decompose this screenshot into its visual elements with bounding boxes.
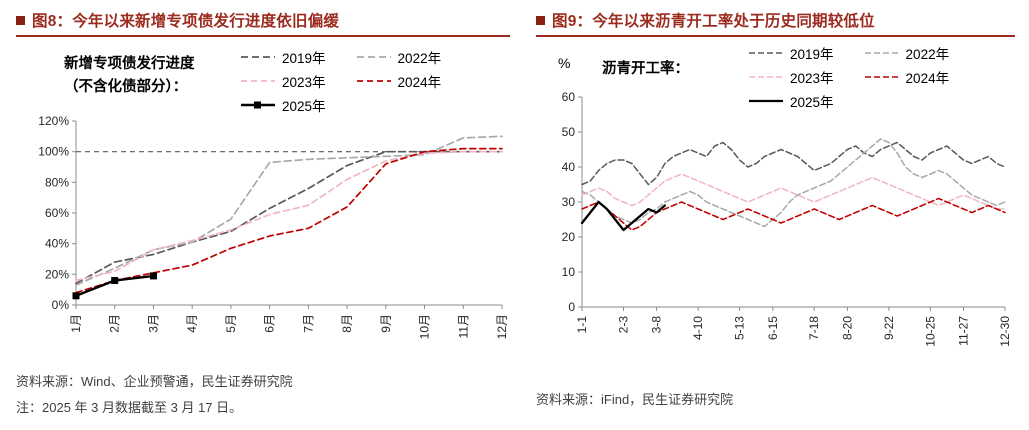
svg-text:9-22: 9-22	[882, 316, 896, 340]
svg-text:20%: 20%	[45, 267, 69, 281]
legend-year-label: 2024年	[397, 75, 442, 90]
svg-text:8月: 8月	[340, 314, 354, 333]
svg-text:6-15: 6-15	[766, 316, 780, 340]
svg-text:10月: 10月	[418, 314, 432, 339]
legend-swatch-icon	[749, 52, 783, 54]
figure8-title: 图8：今年以来新增专项债发行进度依旧偏缓	[32, 13, 340, 30]
legend-year-label: 2019年	[790, 47, 834, 62]
legend-item-2024年: 2024年	[864, 67, 950, 87]
svg-text:7-18: 7-18	[807, 316, 821, 340]
legend-year-label: 2024年	[905, 71, 950, 86]
legend-swatch-icon	[749, 76, 783, 78]
svg-text:8-20: 8-20	[840, 316, 854, 340]
svg-text:12月: 12月	[495, 314, 509, 339]
svg-text:40%: 40%	[45, 237, 69, 251]
figure9-panel: 图9：今年以来沥青开工率处于历史同期较低位 % 沥青开工率： 2019年 2022…	[536, 8, 1015, 416]
svg-text:2-3: 2-3	[617, 316, 631, 334]
svg-text:50: 50	[562, 125, 576, 139]
figure9-source: 资料来源：iFind，民生证券研究院	[536, 392, 734, 407]
figure8-axis-caption: 新增专项债发行进度 （不含化债部分）：	[64, 53, 195, 99]
svg-text:10-25: 10-25	[923, 316, 937, 347]
svg-text:9月: 9月	[379, 314, 393, 333]
svg-text:0%: 0%	[52, 298, 70, 312]
legend-item-2025年: 2025年	[240, 95, 326, 115]
figure8-source: 资料来源：Wind、企业预警通，民生证券研究院	[16, 374, 293, 389]
figure8-title-underline	[16, 35, 510, 37]
figure8-note: 注：2025 年 3 月数据截至 3 月 17 日。	[16, 400, 243, 415]
title-bullet-icon	[536, 15, 545, 25]
svg-text:30: 30	[562, 195, 576, 209]
figure9-title-underline	[536, 35, 1015, 37]
svg-text:3月: 3月	[147, 314, 161, 333]
figure8-plot: 0% 20% 40% 60% 80% 100% 120% 1月 2月 3月 4月 5月 6月 7月 8月 9月…	[38, 114, 509, 339]
legend-swatch-icon	[356, 56, 391, 58]
svg-text:100%: 100%	[38, 145, 69, 159]
title-bullet-icon	[16, 15, 25, 25]
figure9-axis-caption: 沥青开工率：	[602, 61, 689, 77]
svg-text:80%: 80%	[45, 175, 69, 189]
svg-text:4月: 4月	[185, 314, 199, 333]
legend-swatch-icon	[241, 56, 275, 58]
page: 图8：今年以来新增专项债发行进度依旧偏缓 新增专项债发行进度 （不含化债部分）：…	[16, 8, 1015, 416]
svg-text:20: 20	[562, 230, 576, 244]
figure8-chart-area: 新增专项债发行进度 （不含化债部分）： 2019年 2022年 2023年 2024年…	[16, 41, 510, 357]
legend-year-label: 2025年	[790, 95, 834, 110]
svg-text:11月: 11月	[456, 314, 470, 338]
svg-text:12-30: 12-30	[998, 316, 1012, 347]
figure9-title: 图9：今年以来沥青开工率处于历史同期较低位	[552, 13, 875, 30]
legend-year-label: 2022年	[397, 51, 442, 66]
legend-item-2019年: 2019年	[240, 47, 326, 67]
figure9-title-row: 图9：今年以来沥青开工率处于历史同期较低位	[536, 8, 1015, 32]
legend-item-2022年: 2022年	[864, 43, 950, 63]
legend-swatch-icon	[864, 52, 899, 54]
legend-item-2024年: 2024年	[356, 71, 442, 91]
svg-text:0: 0	[568, 300, 575, 314]
svg-text:4-10: 4-10	[691, 316, 705, 340]
svg-text:5月: 5月	[224, 314, 238, 333]
legend-swatch-icon	[864, 76, 899, 78]
legend-item-2022年: 2022年	[356, 47, 442, 67]
svg-text:3-8: 3-8	[650, 316, 664, 334]
svg-text:10: 10	[562, 265, 576, 279]
figure8-legend: 2019年 2022年 2023年 2024年 2025年	[240, 47, 441, 115]
legend-year-label: 2023年	[790, 71, 834, 86]
legend-year-label: 2019年	[282, 51, 326, 66]
legend-year-label: 2023年	[282, 75, 326, 90]
svg-text:1月: 1月	[69, 314, 83, 333]
legend-swatch-icon	[241, 80, 275, 82]
svg-text:11-27: 11-27	[957, 316, 971, 346]
svg-text:1-1: 1-1	[575, 316, 589, 334]
figure9-legend: 2019年 2022年 2023年 2024年 2025年	[748, 43, 949, 111]
svg-text:60%: 60%	[45, 206, 69, 220]
legend-item-2025年: 2025年	[748, 91, 834, 111]
legend-item-2019年: 2019年	[748, 43, 834, 63]
figure8-caption-line2: （不含化债部分）：	[64, 79, 188, 96]
svg-text:60: 60	[562, 90, 576, 104]
legend-year-label: 2025年	[282, 99, 326, 114]
figure9-plot: 0 10 20 30 40 50 60 1-1 2-3 3-8 4-10 5-13 6-15 7-18 8-…	[562, 90, 1012, 347]
legend-swatch-icon	[356, 80, 391, 82]
legend-year-label: 2022年	[905, 47, 950, 62]
legend-item-2023年: 2023年	[748, 67, 834, 87]
svg-text:120%: 120%	[38, 114, 69, 128]
svg-text:7月: 7月	[301, 314, 315, 333]
legend-swatch-icon	[241, 101, 275, 109]
figure9-unit-label: %	[558, 55, 571, 71]
svg-text:40: 40	[562, 160, 576, 174]
figure8-title-row: 图8：今年以来新增专项债发行进度依旧偏缓	[16, 8, 510, 32]
figure8-panel: 图8：今年以来新增专项债发行进度依旧偏缓 新增专项债发行进度 （不含化债部分）：…	[16, 8, 510, 416]
svg-text:5-13: 5-13	[733, 316, 747, 340]
svg-text:6月: 6月	[263, 314, 277, 333]
figure9-chart-area: % 沥青开工率： 2019年 2022年 2023年 2024年 2025年 0 10 20…	[536, 41, 1015, 363]
legend-item-2023年: 2023年	[240, 71, 326, 91]
svg-text:2月: 2月	[108, 314, 122, 333]
figure8-caption-line1: 新增专项债发行进度	[64, 56, 195, 72]
legend-swatch-icon	[749, 99, 783, 103]
